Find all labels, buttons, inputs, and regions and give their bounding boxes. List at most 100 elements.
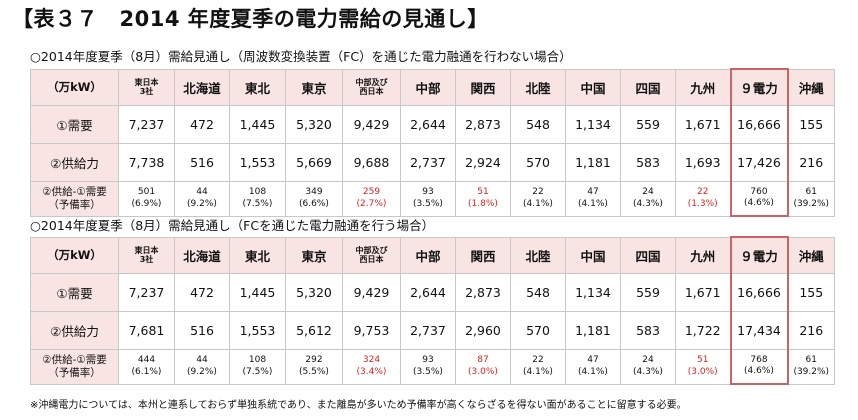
reserve-amount: 22 [532,354,544,365]
reserve-rate: (39.2%) [793,198,830,209]
reserve-sublabel-text: （予備率） [48,366,101,379]
region-header: 中部及び 西日本 [342,68,401,106]
reserve-amount: 324 [362,354,381,365]
reserve-amount: 87 [477,354,489,365]
region-header: 沖縄 [787,68,835,106]
region-header: 北海道 [174,236,230,274]
supply-value: 2,924 [455,142,511,182]
demand-value: 16,666 [729,104,789,144]
demand-value: 2,873 [455,104,511,144]
supply-value: 1,722 [675,310,731,350]
cell-text: ９電力 [740,80,778,96]
reserve-rate: (6.6%) [299,198,329,209]
reserve-value: 47 (4.1%) [565,348,621,385]
reserve-value: 44 (9.2%) [174,348,230,385]
page-title: 【表３７ 2014 年度夏季の電力需給の見通し】 [12,7,489,31]
cell-text: 沖縄 [798,248,824,264]
supply-value: 9,688 [342,142,401,182]
reserve-rate: (3.5%) [413,366,443,377]
reserve-amount: 51 [697,354,709,365]
region-header: 中国 [565,236,621,274]
reserve-label-text: ②供給-①需要 [42,185,107,198]
reserve-rate: (4.3%) [633,366,663,377]
reserve-value: 324 (3.4%) [342,348,401,385]
region-header: ９電力 [729,68,789,106]
demand-value: 548 [510,104,566,144]
reserve-value: 444 (6.1%) [118,348,175,385]
supply-value: 2,737 [400,310,456,350]
reserve-rate: (9.2%) [187,198,217,209]
reserve-rate: (4.6%) [744,366,774,377]
demand-value: 472 [174,272,230,312]
demand-value: 1,134 [565,272,621,312]
supply-value: 570 [510,142,566,182]
unit-label: （万kW） [30,68,119,106]
cell-text: 四国 [635,248,661,264]
reserve-value: 51 (1.8%) [455,180,511,217]
reserve-value: 51 (3.0%) [675,348,731,385]
reserve-rate: (39.2%) [793,366,830,377]
reserve-amount: 44 [196,354,208,365]
demand-value: 559 [620,272,676,312]
demand-value: 1,445 [229,272,286,312]
reserve-sublabel-text: （予備率） [48,198,101,211]
supply-value: 1,553 [229,310,286,350]
cell-text: （万kW） [47,248,102,262]
demand-row: ①需要 7,237 472 1,445 5,320 9,429 2,644 2,873 548 1… [30,104,835,144]
region-header: ９電力 [729,236,789,274]
reserve-amount: 349 [305,186,323,197]
cell-text: 3社 [139,255,154,264]
region-header: 中部 [400,236,456,274]
reserve-value: 61 (39.2%) [787,180,835,217]
region-header: 中国 [565,68,621,106]
supply-demand-table-with-fc: （万kW） 東日本 3社 北海道 東北 東京 中部及び 西日本 中部 関西 北陸 中国 四国 九州 ９電力沖… [30,236,835,385]
region-header: 東京 [285,68,343,106]
cell-text: 東京 [301,248,327,264]
cell-text: 中部及び [355,77,388,87]
region-header: 北海道 [174,68,230,106]
reserve-amount: 22 [697,186,709,197]
supply-value: 583 [620,310,676,350]
reserve-amount: 47 [587,186,599,197]
cell-text: 中国 [580,248,606,264]
cell-text: 東日本 [134,77,159,87]
supply-row: ②供給力 7,681 516 1,553 5,612 9,753 2,737 2,960 570… [30,310,835,350]
reserve-row: ②供給-①需要 （予備率） 444 (6.1%) 44 (9.2%) 108 (7.5%) 29… [30,348,835,385]
demand-value: 2,644 [400,272,456,312]
cell-text: 東日本 [134,245,159,255]
cell-text: 関西 [470,80,496,96]
reserve-amount: 44 [196,186,208,197]
demand-value: 155 [787,272,835,312]
demand-value: 155 [787,104,835,144]
cell-text: 東京 [301,80,327,96]
supply-value: 1,181 [565,310,621,350]
reserve-value: 760 (4.6%) [729,180,789,217]
reserve-row: ②供給-①需要 （予備率） 501 (6.9%) 44 (9.2%) 108 (7.5%) 34… [30,180,835,217]
reserve-value: 93 (3.5%) [400,348,456,385]
reserve-amount: 47 [587,354,599,365]
reserve-label-text: ②供給-①需要 [42,353,107,366]
demand-value: 16,666 [729,272,789,312]
supply-value: 216 [787,142,835,182]
demand-value: 2,873 [455,272,511,312]
supply-label: ②供給力 [30,142,119,182]
reserve-value: 44 (9.2%) [174,180,230,217]
reserve-rate: (4.6%) [744,198,774,209]
reserve-value: 768 (4.6%) [729,348,789,385]
supply-value: 1,181 [565,142,621,182]
reserve-rate: (6.1%) [131,366,162,377]
reserve-amount: 93 [422,354,434,365]
reserve-amount: 259 [362,186,381,197]
cell-text: 中部及び [355,245,388,255]
reserve-amount: 51 [477,186,489,197]
reserve-rate: (4.3%) [633,198,663,209]
demand-label: ①需要 [30,272,119,312]
demand-value: 1,671 [675,272,731,312]
reserve-value: 259 (2.7%) [342,180,401,217]
reserve-label: ②供給-①需要 （予備率） [30,180,119,217]
supply-row: ②供給力 7,738 516 1,553 5,669 9,688 2,737 2,924 570… [30,142,835,182]
reserve-amount: 768 [750,354,768,365]
region-header: 四国 [620,68,676,106]
region-header: 東日本 3社 [118,68,175,106]
reserve-rate: (1.8%) [468,198,498,209]
